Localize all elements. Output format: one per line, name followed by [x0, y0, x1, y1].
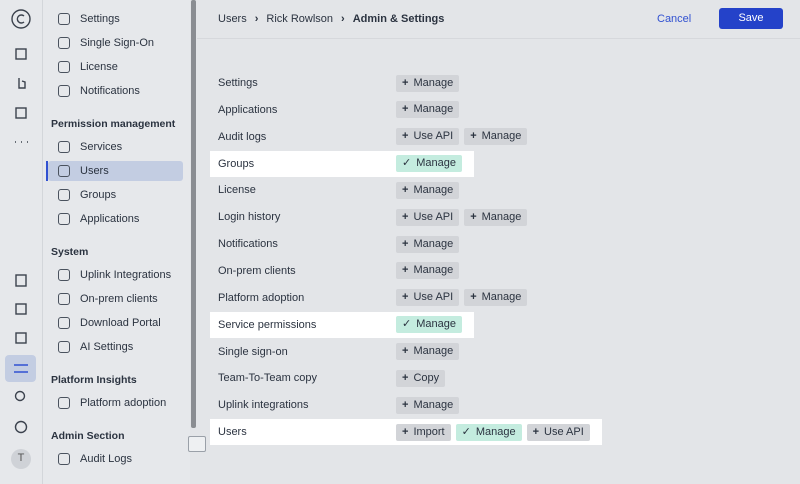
breadcrumb-separator: ›	[341, 13, 345, 25]
permission-row: Service permissions Manage	[210, 311, 474, 338]
nav-item[interactable]: Audit Logs	[48, 449, 183, 469]
nav-item[interactable]: Notifications	[48, 81, 183, 101]
sidebar: Settings Single Sign-On License Notificatio…	[43, 0, 190, 484]
top-bar: Users › Rick Rowlson › Admin & Settings Canc…	[197, 0, 800, 39]
row-label: Login history	[218, 211, 281, 224]
nav-item[interactable]: Applications	[48, 209, 183, 229]
row-label: Service permissions	[218, 318, 317, 331]
action-button[interactable]: Manage	[396, 155, 462, 173]
row-label: Uplink integrations	[218, 399, 309, 412]
breadcrumb: Users › Rick Rowlson › Admin & Settings	[218, 13, 444, 25]
row-label: Users	[218, 426, 247, 439]
action-button[interactable]: Manage	[396, 316, 462, 334]
action-button[interactable]: Manage	[396, 235, 460, 253]
scrollbar	[191, 0, 196, 428]
permission-row: Platform adoption Use APIManage	[210, 285, 539, 311]
apps-icon	[15, 48, 27, 60]
logo-mark	[16, 14, 25, 24]
gift-icon	[15, 332, 27, 344]
action-button[interactable]: Manage	[396, 181, 460, 199]
action-button[interactable]: Use API	[396, 289, 460, 307]
permission-row: Team-To-Team copy Copy	[210, 365, 457, 391]
action-button[interactable]: Use API	[396, 128, 460, 146]
save-button[interactable]: Save	[719, 8, 783, 29]
action-button[interactable]: Manage	[396, 343, 460, 360]
avatar[interactable]	[11, 449, 31, 469]
nav-item[interactable]: Single Sign-On	[48, 33, 183, 53]
permission-row: Login history Use APIManage	[210, 204, 539, 230]
permission-row: License Manage	[210, 177, 471, 203]
export-icon	[15, 303, 27, 315]
help-icon	[14, 420, 28, 434]
nav-item[interactable]: Download Portal	[48, 313, 183, 333]
nav-item[interactable]: AI Settings	[48, 337, 183, 357]
section-title: System	[51, 246, 89, 258]
nav-item[interactable]: Uplink Integrations	[48, 265, 183, 285]
section-title: Admin Section	[51, 430, 125, 442]
action-button[interactable]: Manage	[464, 289, 528, 307]
permission-row: Groups Manage	[210, 150, 474, 177]
nav-item[interactable]: License	[48, 57, 183, 77]
nav-item[interactable]: Platform adoption	[48, 393, 183, 413]
breadcrumb-item[interactable]: Rick Rowlson	[266, 13, 334, 25]
nav-item[interactable]: Groups	[48, 185, 183, 205]
breadcrumb-item: Admin & Settings	[352, 13, 445, 25]
action-button[interactable]: Use API	[526, 423, 590, 441]
permission-row: Settings Manage	[210, 70, 471, 96]
action-button[interactable]: Manage	[464, 128, 528, 146]
active-tab	[5, 355, 36, 382]
icon-rail: T	[0, 0, 43, 484]
nav-item[interactable]: On-prem clients	[48, 289, 183, 309]
section-title: Platform Insights	[51, 374, 137, 386]
action-button[interactable]: Manage	[455, 423, 522, 441]
row-label: Settings	[218, 77, 258, 89]
action-button[interactable]: Import	[396, 423, 451, 441]
row-label: License	[218, 184, 256, 197]
nav-item[interactable]: Users	[46, 161, 183, 181]
action-button[interactable]: Manage	[396, 101, 460, 119]
permission-row: Applications Manage	[210, 97, 471, 123]
avatar-initial: T	[17, 452, 25, 464]
permission-row: Single sign-on Manage	[210, 339, 471, 365]
sliders-icon	[14, 364, 28, 373]
row-label: Notifications	[218, 238, 278, 251]
permission-row: Users ImportManageUse API	[210, 419, 602, 446]
collapse-button[interactable]	[188, 436, 206, 452]
touch-icon	[18, 78, 26, 89]
scan-icon	[15, 107, 27, 119]
row-label: Audit logs	[218, 130, 267, 143]
row-label: Platform adoption	[218, 291, 305, 304]
db-icon	[15, 274, 27, 287]
action-button[interactable]: Copy	[396, 369, 446, 387]
permission-row: Uplink integrations Manage	[210, 392, 471, 418]
rail-icons	[5, 9, 36, 469]
section-title: Permission management	[51, 118, 176, 130]
row-label: Single sign-on	[218, 345, 288, 358]
action-button[interactable]: Manage	[396, 262, 460, 280]
action-button[interactable]: Manage	[396, 396, 460, 414]
row-label: On-prem clients	[218, 264, 296, 277]
permission-row: Notifications Manage	[210, 231, 471, 257]
breadcrumb-separator: ›	[254, 13, 259, 25]
breadcrumb-item[interactable]: Users	[218, 13, 247, 25]
nav-item[interactable]: Services permissions	[48, 137, 183, 173]
cancel-link[interactable]: Cancel	[657, 13, 692, 25]
row-label: Team-To-Team copy	[218, 372, 318, 385]
row-label: Groups	[218, 157, 255, 170]
action-button[interactable]: Manage	[396, 74, 460, 92]
permission-row: On-prem clients Manage	[210, 258, 471, 284]
action-button[interactable]: Use API	[396, 208, 460, 226]
permission-row: Audit logs Use APIManage	[210, 124, 539, 150]
row-label: Applications	[218, 103, 278, 116]
action-button[interactable]: Manage	[464, 208, 528, 226]
logo	[11, 9, 31, 29]
search-icon	[14, 390, 26, 402]
nav-item[interactable]: Settings	[48, 9, 183, 29]
